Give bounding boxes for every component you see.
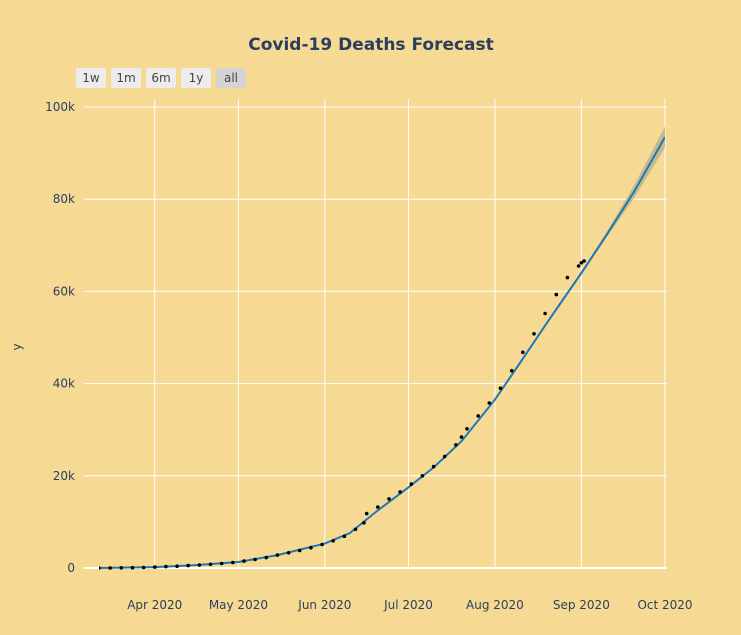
forecast-line bbox=[99, 136, 665, 569]
y-tick-label: 40k bbox=[53, 377, 75, 391]
observed-point bbox=[331, 539, 336, 543]
observed-point bbox=[309, 545, 313, 550]
forecast-uncertainty-band bbox=[99, 126, 665, 569]
y-gridlines bbox=[84, 106, 667, 569]
observed-point bbox=[208, 562, 213, 567]
observed-point bbox=[376, 505, 380, 509]
observed-point bbox=[219, 561, 224, 566]
observed-point bbox=[320, 542, 324, 547]
observed-point bbox=[576, 264, 581, 268]
x-tick-label: Apr 2020 bbox=[127, 598, 182, 612]
observed-point bbox=[275, 553, 280, 557]
y-tick-labels: 0 20k 40k 60k 80k 100k bbox=[45, 100, 75, 575]
observed-point bbox=[554, 292, 559, 297]
x-tick-label: Aug 2020 bbox=[466, 598, 524, 612]
y-tick-label: 0 bbox=[67, 561, 75, 575]
observed-point bbox=[498, 386, 503, 391]
y-tick-label: 80k bbox=[53, 192, 75, 206]
observed-point bbox=[582, 259, 586, 263]
observed-point bbox=[454, 443, 458, 447]
x-gridlines bbox=[154, 99, 666, 568]
x-tick-label: May 2020 bbox=[209, 598, 268, 612]
observed-point bbox=[362, 521, 366, 525]
range-button-1m[interactable]: 1m bbox=[111, 68, 141, 88]
observed-point bbox=[387, 497, 391, 501]
observed-point bbox=[286, 551, 291, 555]
observed-point bbox=[442, 454, 447, 459]
x-tick-label: Sep 2020 bbox=[553, 598, 610, 612]
observed-point bbox=[99, 566, 101, 570]
y-tick-label: 20k bbox=[53, 469, 75, 483]
y-tick-label: 60k bbox=[53, 284, 75, 298]
observed-point bbox=[253, 557, 257, 562]
observed-point bbox=[164, 564, 168, 569]
x-tick-label: Jul 2020 bbox=[383, 598, 433, 612]
observed-point bbox=[175, 564, 179, 568]
observed-point bbox=[420, 474, 425, 478]
observed-point bbox=[231, 560, 235, 565]
range-button-1w[interactable]: 1w bbox=[76, 68, 106, 88]
observed-point bbox=[197, 563, 202, 567]
range-button-all[interactable]: all bbox=[216, 68, 246, 88]
range-button-1y[interactable]: 1y bbox=[181, 68, 211, 88]
observed-point bbox=[130, 565, 135, 570]
observed-point bbox=[186, 563, 190, 568]
observed-point bbox=[264, 555, 269, 560]
observed-point bbox=[431, 464, 436, 469]
range-button-6m[interactable]: 6m bbox=[146, 68, 176, 88]
y-axis-label: y bbox=[10, 343, 24, 350]
observed-point bbox=[141, 565, 146, 570]
x-tick-label: Oct 2020 bbox=[637, 598, 692, 612]
observed-point bbox=[476, 414, 481, 418]
observed-point bbox=[364, 511, 369, 516]
chart-title: Covid-19 Deaths Forecast bbox=[248, 35, 494, 55]
observed-point bbox=[242, 559, 246, 563]
observed-point bbox=[565, 275, 570, 280]
observed-point bbox=[509, 368, 514, 373]
x-tick-labels: Apr 2020 May 2020 Jun 2020 Jul 2020 Aug 2020… bbox=[127, 598, 692, 612]
observed-point bbox=[543, 311, 547, 316]
observed-point bbox=[465, 427, 469, 431]
observed-point bbox=[297, 548, 302, 553]
observed-point bbox=[409, 482, 414, 486]
observed-point bbox=[532, 332, 536, 336]
observed-point bbox=[398, 490, 402, 494]
y-tick-label: 100k bbox=[45, 100, 75, 114]
observed-point bbox=[342, 534, 347, 538]
x-tick-label: Jun 2020 bbox=[297, 598, 351, 612]
observed-point bbox=[459, 435, 464, 439]
observed-point bbox=[487, 401, 492, 405]
observed-point bbox=[521, 350, 525, 355]
observed-point bbox=[353, 527, 358, 532]
observed-point bbox=[579, 261, 584, 265]
observed-point bbox=[108, 566, 112, 570]
observed-point bbox=[119, 566, 124, 570]
observed-point bbox=[153, 565, 157, 569]
